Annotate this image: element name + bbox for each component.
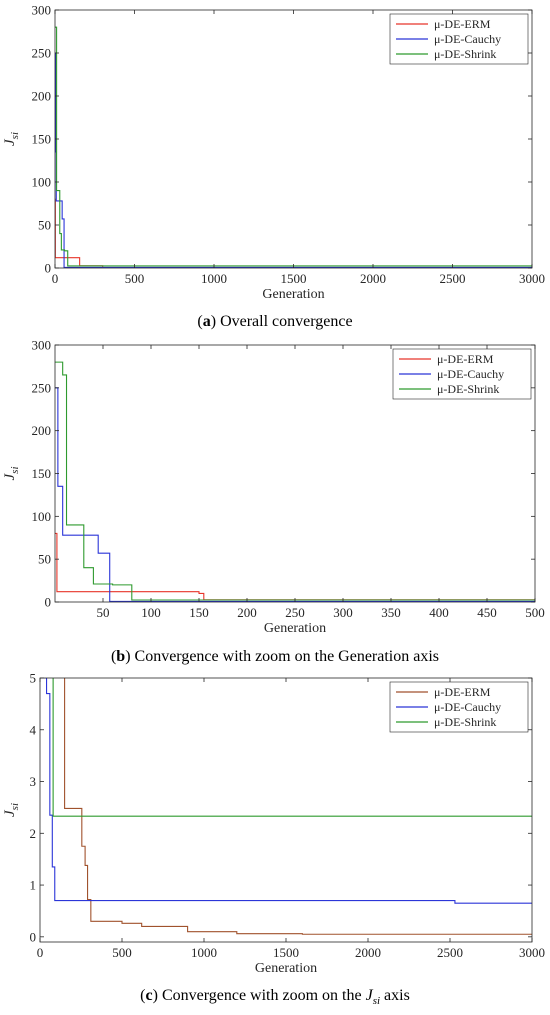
y-tick-label: 50 [38, 218, 51, 233]
y-axis-label-main: J [2, 473, 18, 481]
x-tick-label: 1000 [191, 945, 217, 960]
y-tick-label: 1 [30, 878, 37, 893]
caption-c: (c) Convergence with zoom on the Jsi axi… [140, 987, 410, 1008]
x-axis-label: Generation [264, 621, 326, 636]
panel-c: 0 500 1000 1500 2000 2500 3000 0 1 2 3 4 5 Generation… [0, 670, 550, 1015]
series-group [55, 361, 535, 602]
x-axis-label: Generation [255, 961, 317, 976]
y-tick-label: 300 [32, 3, 52, 18]
legend-label: μ-DE-Shrink [434, 715, 496, 729]
legend-label: μ-DE-Cauchy [437, 367, 504, 381]
y-axis-label: Jsi [2, 132, 21, 146]
y-tick-label: 150 [32, 132, 52, 147]
x-tick-label: 1000 [201, 271, 227, 286]
y-axis-label: Jsi [2, 803, 21, 817]
y-tick-label: 250 [32, 380, 52, 395]
panel-a: 0 500 1000 1500 2000 2500 3000 0 50 100 150 200 250 3… [0, 0, 550, 340]
x-tick-label: 3000 [519, 945, 545, 960]
y-tick-label: 5 [30, 671, 37, 686]
series-line-1 [40, 678, 532, 904]
legend-label: μ-DE-ERM [437, 352, 494, 366]
chart-overall-convergence: 0 500 1000 1500 2000 2500 3000 0 50 100 150 200 250 3… [2, 3, 545, 303]
legend-label: μ-DE-Cauchy [434, 700, 501, 714]
caption-b: (b) Convergence with zoom on the Generat… [110, 648, 440, 665]
x-tick-label: 3000 [519, 271, 545, 286]
x-tick-label: 2500 [440, 271, 466, 286]
y-tick-label: 0 [45, 261, 52, 276]
x-tick-label: 100 [141, 605, 161, 620]
legend-label: μ-DE-Shrink [437, 382, 499, 396]
x-tick-label: 1500 [281, 271, 307, 286]
legend-label: μ-DE-ERM [434, 17, 491, 31]
series-line-2 [52, 678, 532, 817]
x-tick-label: 500 [125, 271, 145, 286]
caption-a: (a) Overall convergence [197, 313, 353, 330]
y-axis-label-sub: si [9, 132, 21, 139]
legend-label: μ-DE-Shrink [434, 47, 496, 61]
chart-generation-zoom: 50 100 150 200 250 300 350 400 450 500 0 50 100 150 20… [2, 338, 545, 637]
legend-label: μ-DE-Cauchy [434, 32, 501, 46]
x-tick-label: 2500 [437, 945, 463, 960]
y-axis-label-sub: si [9, 803, 21, 810]
y-tick-label: 100 [32, 175, 52, 190]
y-tick-label: 300 [32, 338, 52, 353]
legend-label: μ-DE-ERM [434, 685, 491, 699]
x-tick-label: 400 [429, 605, 449, 620]
series-line-1 [55, 387, 535, 602]
series-line-2 [55, 361, 535, 601]
x-tick-label: 2000 [355, 945, 381, 960]
x-tick-label: 350 [381, 605, 401, 620]
y-tick-label: 250 [32, 46, 52, 61]
y-axis-label-main: J [2, 809, 18, 817]
chart-jsi-zoom: 0 500 1000 1500 2000 2500 3000 0 1 2 3 4 5 Generation… [2, 671, 545, 977]
panel-b: 50 100 150 200 250 300 350 400 450 500 0 50 100 150 20… [0, 335, 550, 675]
y-tick-label: 50 [38, 552, 51, 567]
x-tick-label: 0 [37, 945, 44, 960]
series-line-2 [55, 26, 532, 267]
x-tick-label: 200 [237, 605, 257, 620]
x-tick-label: 250 [285, 605, 305, 620]
y-tick-label: 2 [30, 826, 37, 841]
x-tick-label: 2000 [360, 271, 386, 286]
y-tick-label: 0 [30, 929, 37, 944]
legend-box [389, 681, 529, 733]
x-tick-label: 1500 [273, 945, 299, 960]
series-line-1 [55, 52, 532, 268]
y-axis-label-sub: si [9, 466, 21, 473]
series-line-0 [64, 678, 532, 935]
x-tick-label: 50 [97, 605, 110, 620]
x-tick-label: 500 [525, 605, 545, 620]
y-tick-label: 3 [30, 774, 37, 789]
x-tick-label: 450 [477, 605, 497, 620]
y-axis-label: Jsi [2, 466, 21, 480]
x-tick-label: 500 [112, 945, 132, 960]
y-tick-label: 4 [30, 722, 37, 737]
x-tick-label: 150 [189, 605, 209, 620]
y-tick-label: 200 [32, 89, 52, 104]
y-tick-label: 150 [32, 466, 52, 481]
x-axis-label: Generation [262, 287, 324, 302]
y-tick-label: 100 [32, 509, 52, 524]
y-tick-label: 0 [45, 595, 52, 610]
series-line-0 [55, 532, 535, 601]
y-axis-label-main: J [2, 138, 18, 146]
x-tick-label: 0 [52, 271, 59, 286]
x-tick-label: 300 [333, 605, 353, 620]
y-tick-label: 200 [32, 423, 52, 438]
series-group [40, 678, 532, 935]
